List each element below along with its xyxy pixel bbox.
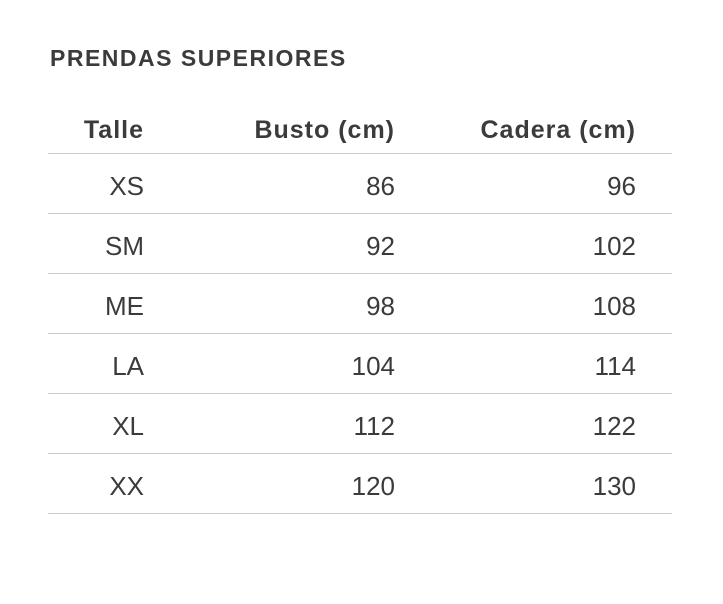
table-row: XX 120 130 bbox=[48, 453, 672, 514]
table-row: SM 92 102 bbox=[48, 213, 672, 274]
col-header-busto: Busto (cm) bbox=[180, 93, 431, 154]
cadera-cell: 114 bbox=[431, 333, 672, 394]
size-cell: XX bbox=[48, 453, 180, 514]
busto-cell: 86 bbox=[180, 153, 431, 214]
size-cell: LA bbox=[48, 333, 180, 394]
size-cell: ME bbox=[48, 273, 180, 334]
busto-cell: 98 bbox=[180, 273, 431, 334]
size-table: Talle Busto (cm) Cadera (cm) XS 86 96 SM… bbox=[48, 93, 672, 514]
size-cell: XL bbox=[48, 393, 180, 454]
cadera-cell: 108 bbox=[431, 273, 672, 334]
table-row: XS 86 96 bbox=[48, 153, 672, 214]
col-header-talle: Talle bbox=[48, 93, 180, 154]
busto-cell: 104 bbox=[180, 333, 431, 394]
cadera-cell: 122 bbox=[431, 393, 672, 454]
table-header-row: Talle Busto (cm) Cadera (cm) bbox=[48, 93, 672, 154]
size-cell: XS bbox=[48, 153, 180, 214]
page-title: PRENDAS SUPERIORES bbox=[50, 45, 347, 71]
size-guide-section: PRENDAS SUPERIORES Talle Busto (cm) Cade… bbox=[0, 44, 723, 514]
size-cell: SM bbox=[48, 213, 180, 274]
col-header-cadera: Cadera (cm) bbox=[431, 93, 672, 154]
table-row: ME 98 108 bbox=[48, 273, 672, 334]
busto-cell: 92 bbox=[180, 213, 431, 274]
cadera-cell: 130 bbox=[431, 453, 672, 514]
table-row: LA 104 114 bbox=[48, 333, 672, 394]
busto-cell: 112 bbox=[180, 393, 431, 454]
table-row: XL 112 122 bbox=[48, 393, 672, 454]
cadera-cell: 102 bbox=[431, 213, 672, 274]
busto-cell: 120 bbox=[180, 453, 431, 514]
cadera-cell: 96 bbox=[431, 153, 672, 214]
